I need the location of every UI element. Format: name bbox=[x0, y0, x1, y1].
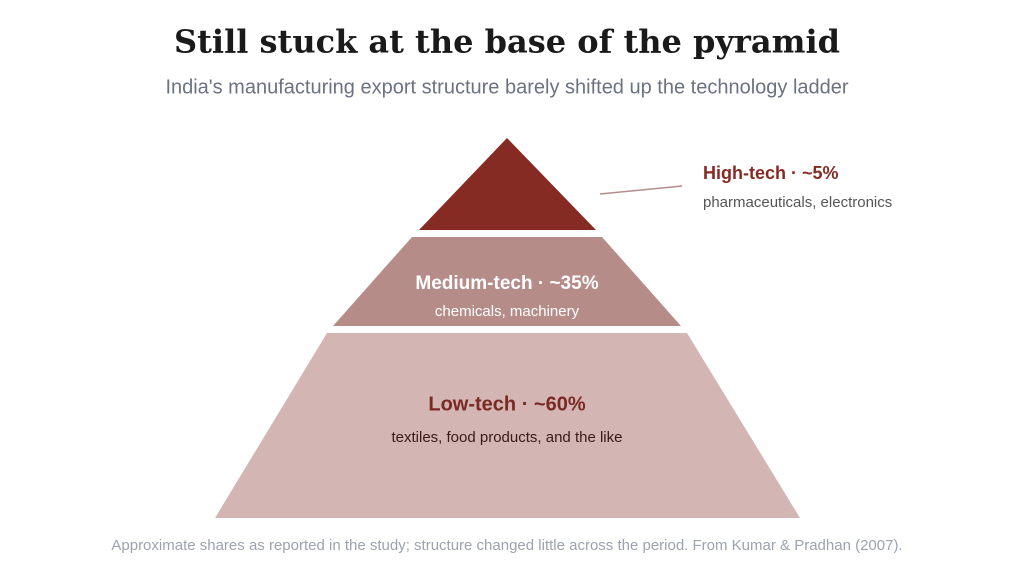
leader-line bbox=[599, 185, 683, 195]
tier-description: textiles, food products, and the like bbox=[392, 429, 623, 446]
subtitle: India's manufacturing export structure b… bbox=[165, 76, 848, 98]
tier-label: High-tech · ~5% bbox=[703, 163, 839, 183]
tier-label: Medium-tech · ~35% bbox=[415, 273, 598, 294]
tier-description: pharmaceuticals, electronics bbox=[703, 194, 892, 211]
low-tier bbox=[215, 333, 800, 518]
tier-description: chemicals, machinery bbox=[435, 303, 580, 320]
tier-label: Low-tech · ~60% bbox=[428, 393, 585, 415]
title: Still stuck at the base of the pyramid bbox=[174, 23, 840, 61]
medium-tier bbox=[333, 237, 681, 326]
high-tier bbox=[419, 138, 596, 230]
footnote: Approximate shares as reported in the st… bbox=[111, 537, 902, 554]
